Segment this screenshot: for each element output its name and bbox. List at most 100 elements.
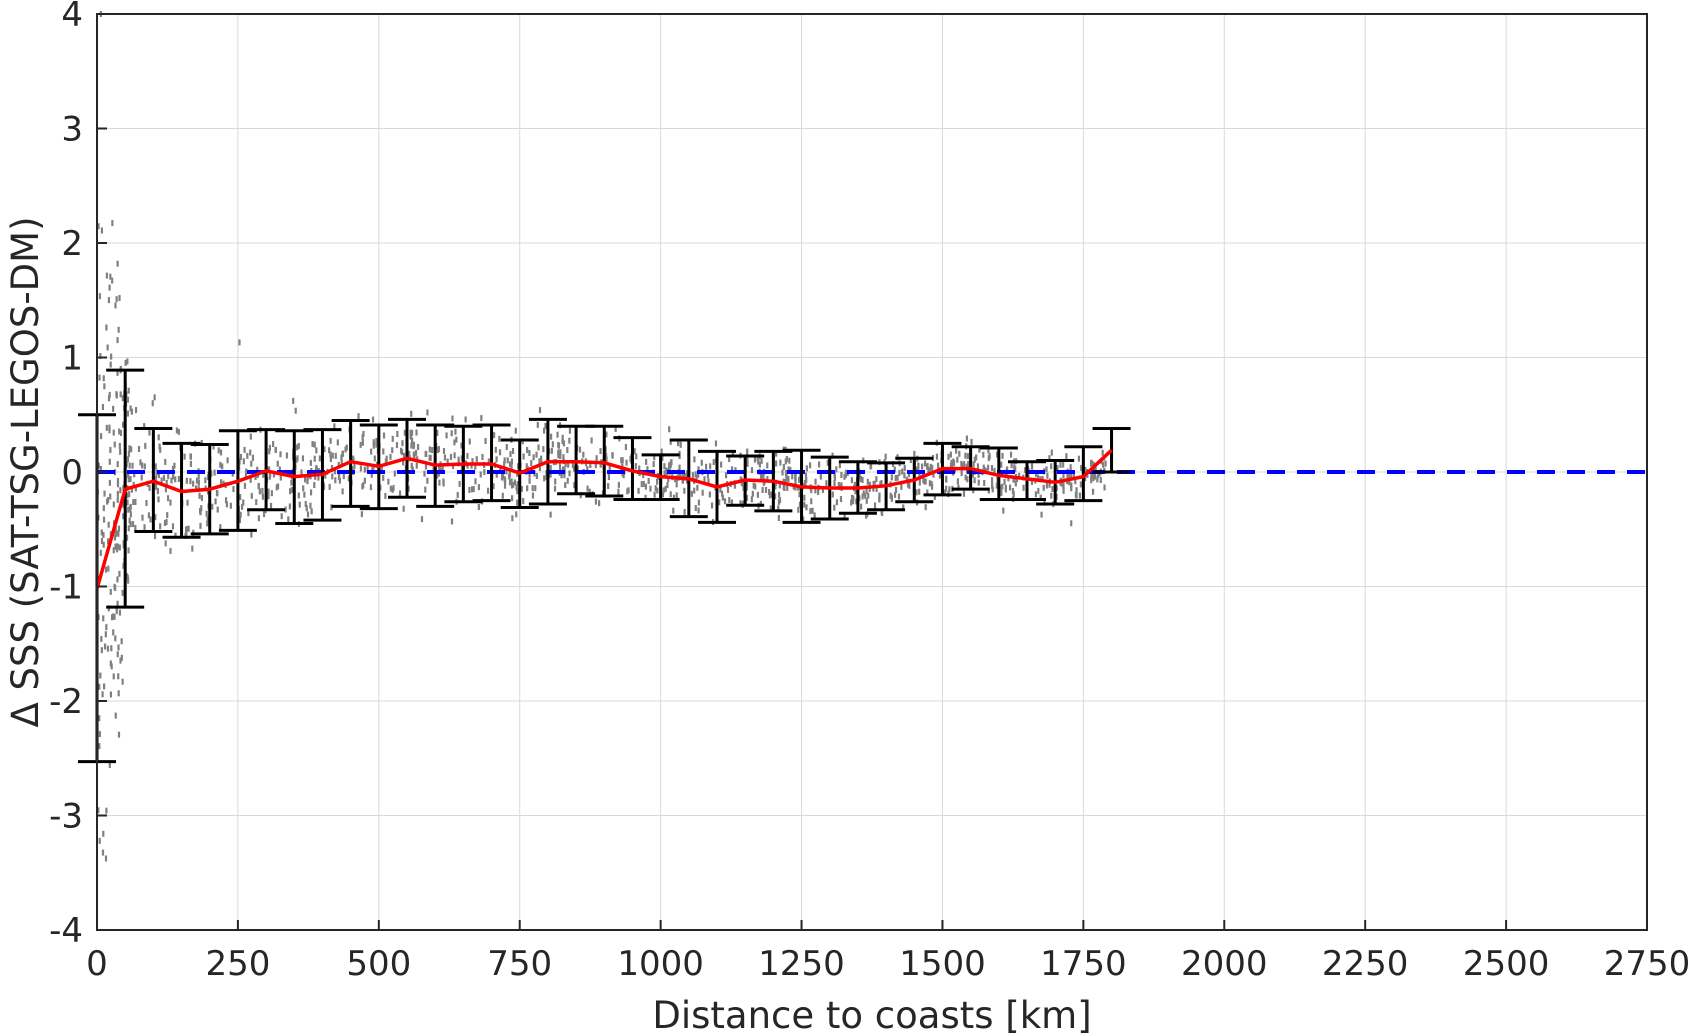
scatter-point (825, 480, 828, 487)
scatter-point (861, 493, 864, 500)
scatter-point (1030, 479, 1034, 486)
scatter-point (855, 498, 858, 505)
scatter-point (97, 223, 100, 230)
scatter-point (513, 479, 517, 486)
scatter-point (298, 501, 301, 508)
scatter-point (556, 431, 559, 438)
scatter-point (100, 529, 103, 536)
scatter-point (566, 447, 569, 454)
scatter-point (133, 471, 136, 478)
scatter-point (739, 500, 742, 507)
scatter-point (805, 504, 808, 511)
scatter-point (122, 501, 125, 508)
scatter-point (104, 566, 108, 573)
scatter-point (937, 462, 940, 469)
scatter-point (117, 690, 120, 697)
scatter-point (526, 446, 529, 453)
scatter-point (1030, 463, 1034, 470)
scatter-point (313, 441, 316, 448)
scatter-point (206, 516, 209, 523)
scatter-point (1062, 487, 1065, 494)
y-tick-label: 0 (61, 453, 83, 493)
scatter-point (900, 483, 903, 490)
scatter-point (97, 807, 100, 814)
scatter-point (415, 462, 418, 469)
scatter-point (134, 524, 137, 531)
scatter-point (98, 715, 101, 722)
scatter-point (154, 514, 157, 521)
x-tick-label: 250 (205, 944, 270, 984)
scatter-point (549, 433, 553, 440)
scatter-point (775, 450, 778, 457)
scatter-point (700, 459, 703, 466)
scatter-point (693, 456, 696, 463)
scatter-point (720, 461, 723, 468)
scatter-point (675, 492, 678, 499)
scatter-point (375, 437, 378, 444)
scatter-point (712, 459, 715, 466)
scatter-point (471, 458, 474, 465)
scatter-point (902, 504, 905, 511)
scatter-point (100, 227, 104, 234)
scatter-point (915, 489, 918, 496)
scatter-point (901, 468, 904, 475)
scatter-point (112, 629, 115, 636)
scatter-point (977, 479, 980, 486)
scatter-point (442, 447, 446, 454)
scatter-point (1010, 462, 1013, 469)
scatter-point (103, 643, 107, 650)
scatter-point (128, 517, 131, 524)
scatter-point (268, 466, 271, 473)
scatter-point (141, 462, 144, 469)
scatter-point (554, 478, 557, 485)
scatter-point (819, 473, 822, 480)
scatter-point (296, 444, 299, 451)
scatter-point (242, 499, 245, 506)
scatter-point (471, 486, 474, 493)
scatter-point (313, 455, 316, 462)
scatter-point (708, 491, 711, 498)
scatter-point (718, 499, 721, 506)
scatter-point (173, 462, 176, 469)
scatter-point (460, 455, 463, 462)
scatter-point (875, 485, 878, 492)
scatter-point (361, 434, 364, 441)
scatter-point (843, 511, 846, 518)
scatter-point (896, 474, 899, 481)
scatter-point (1077, 455, 1081, 462)
scatter-point (127, 525, 130, 532)
scatter-point (116, 600, 119, 607)
scatter-point (107, 521, 110, 528)
scatter-point (956, 478, 959, 485)
scatter-point (226, 457, 229, 464)
scatter-point (549, 471, 552, 478)
scatter-point (436, 447, 439, 454)
scatter-point (844, 469, 848, 476)
scatter-point (1075, 487, 1078, 494)
scatter-point (797, 506, 800, 513)
scatter-point (649, 485, 652, 492)
scatter-point (118, 544, 121, 551)
scatter-point (684, 473, 687, 480)
scatter-point (412, 441, 416, 448)
scatter-point (153, 533, 157, 540)
scatter-point (1050, 463, 1053, 470)
scatter-point (561, 434, 564, 441)
scatter-point (528, 471, 531, 478)
scatter-point (174, 476, 177, 483)
scatter-point (118, 294, 121, 301)
scatter-point (543, 427, 546, 434)
scatter-point (690, 490, 693, 497)
scatter-point (510, 495, 514, 502)
scatter-point (786, 484, 789, 491)
y-axis-label: Δ SSS (SAT-TSG-LEGOS-DM) (4, 216, 47, 727)
scatter-point (872, 485, 875, 492)
scatter-point (1012, 491, 1015, 498)
scatter-point (164, 486, 168, 493)
scatter-point (811, 507, 814, 514)
scatter-point (134, 407, 138, 414)
scatter-point (127, 471, 130, 478)
scatter-point (562, 454, 565, 461)
scatter-point (745, 484, 748, 491)
scatter-point (982, 451, 985, 458)
